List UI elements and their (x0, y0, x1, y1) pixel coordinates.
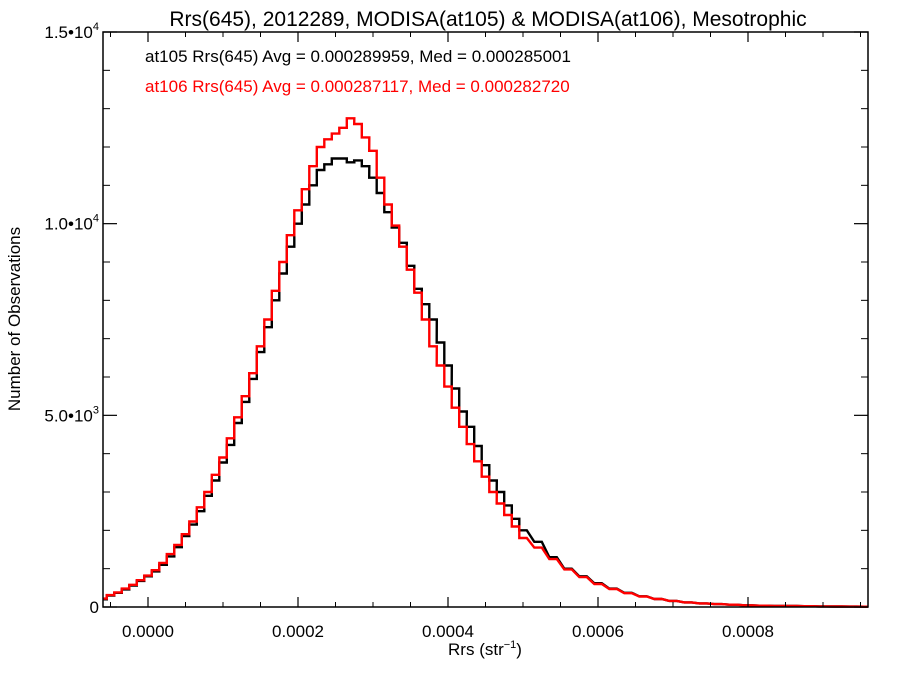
legend-entry-at106: at106 Rrs(645) Avg = 0.000287117, Med = … (145, 77, 570, 96)
y-tick-base-zero: 0 (83, 23, 92, 42)
x-axis-label-base: Rrs (str (448, 640, 504, 659)
series-line-at105 (103, 157, 868, 608)
y-tick-mantissa: 1.5•1 (44, 23, 83, 42)
y-tick-mantissa: 5.0•1 (44, 406, 83, 425)
y-tick-exponent: 3 (93, 404, 99, 416)
y-tick-base-zero: 0 (83, 215, 92, 234)
x-axis-label-sup: −1 (504, 639, 517, 651)
y-tick-mantissa: 0 (90, 598, 99, 617)
y-tick-mantissa: 1.0•1 (44, 215, 83, 234)
series-layer (103, 117, 868, 608)
legend-entry-at105: at105 Rrs(645) Avg = 0.000289959, Med = … (145, 47, 571, 66)
x-axis-label: Rrs (str−1) (448, 639, 522, 659)
y-axis-label: Number of Observations (5, 227, 24, 411)
y-tick-base-zero: 0 (83, 406, 92, 425)
plot-frame (102, 31, 869, 608)
x-tick-label: 0.0006 (572, 622, 624, 641)
x-tick-label: 0.0000 (122, 622, 174, 641)
y-tick-label: 0 (90, 598, 99, 617)
axis-ticks: 0.0000 0.0002 0.0004 0.0006 0.000805.0•1031.… (44, 21, 868, 641)
y-tick-label: 1.5•104 (44, 21, 99, 42)
x-tick-label: 0.0002 (272, 622, 324, 641)
x-tick-label: 0.0008 (722, 622, 774, 641)
series-line-at106 (103, 117, 868, 608)
y-tick-exponent: 4 (93, 213, 99, 225)
y-tick-label: 5.0•103 (44, 404, 99, 425)
y-tick-label: 1.0•104 (44, 213, 99, 234)
x-axis-label-suffix: ) (516, 640, 522, 659)
x-tick-label: 0.0004 (422, 622, 474, 641)
chart-title: Rrs(645), 2012289, MODISA(at105) & MODIS… (169, 8, 806, 31)
y-tick-exponent: 4 (93, 21, 99, 33)
